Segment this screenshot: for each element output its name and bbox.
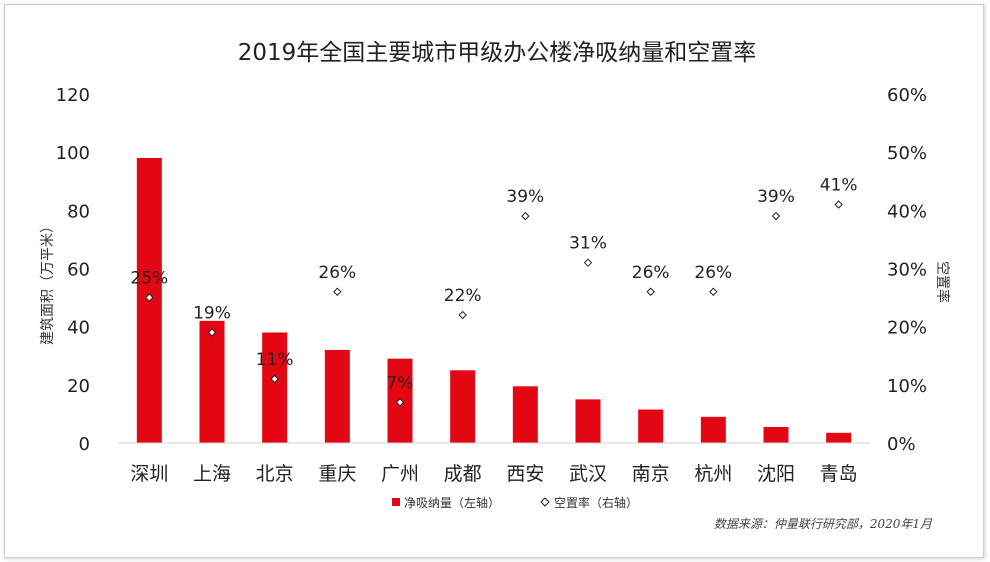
y-tick-label: 20 bbox=[67, 376, 90, 397]
bar bbox=[575, 399, 601, 443]
vacancy-label: 26% bbox=[632, 263, 670, 283]
vacancy-label: 19% bbox=[193, 303, 231, 323]
category-labels: 深圳 上海 北京 重庆 广州 成都 西安 武汉 南京 杭州 沈阳 青岛 bbox=[130, 463, 857, 485]
vacancy-marker bbox=[145, 293, 154, 302]
category-label: 深圳 bbox=[130, 463, 168, 485]
source-note: 数据来源：仲量联行研究部，2020年1月 bbox=[713, 517, 932, 531]
vacancy-marker bbox=[583, 258, 593, 267]
vacancy-marker bbox=[270, 374, 279, 384]
y-tick-label: 0 bbox=[79, 434, 90, 455]
y2-tick-label: 50% bbox=[887, 143, 927, 164]
bar bbox=[450, 370, 476, 443]
category-label: 西安 bbox=[506, 463, 544, 485]
bar bbox=[638, 409, 664, 443]
vacancy-marker bbox=[458, 310, 467, 320]
legend-bar-swatch bbox=[392, 498, 400, 506]
category-label: 武汉 bbox=[569, 463, 607, 485]
vacancy-marker bbox=[709, 287, 718, 296]
right-axis-ticks: 0% 10% 20% 30% 40% 50% 60% bbox=[887, 85, 927, 455]
y2-tick-label: 60% bbox=[887, 85, 927, 106]
y-tick-label: 60 bbox=[67, 260, 90, 281]
vacancy-markers: 25% 19% 11% 26% 7% 22% 39% 31% 26% 26% 39% 41% bbox=[130, 176, 858, 407]
legend-marker-label: 空置率（右轴） bbox=[554, 495, 638, 510]
vacancy-label: 39% bbox=[506, 187, 544, 207]
vacancy-label: 31% bbox=[569, 234, 607, 254]
vacancy-marker bbox=[333, 287, 342, 296]
vacancy-marker bbox=[834, 200, 843, 209]
y-tick-label: 80 bbox=[67, 201, 90, 222]
legend: 净吸纳量（左轴） 空置率（右轴） bbox=[392, 495, 638, 510]
y2-tick-label: 20% bbox=[887, 318, 927, 339]
y2-axis-label: 空置率 bbox=[934, 261, 951, 303]
category-label: 成都 bbox=[444, 463, 482, 485]
bar bbox=[826, 432, 852, 443]
legend-bar-label: 净吸纳量（左轴） bbox=[404, 495, 500, 510]
vacancy-label: 11% bbox=[256, 350, 294, 370]
bar bbox=[324, 349, 350, 443]
bar bbox=[199, 320, 225, 443]
y-tick-label: 100 bbox=[56, 143, 90, 164]
category-label: 重庆 bbox=[318, 463, 356, 485]
bar bbox=[262, 332, 288, 443]
category-label: 杭州 bbox=[694, 463, 732, 485]
category-label: 上海 bbox=[193, 463, 231, 485]
legend-diamond-marker bbox=[540, 497, 550, 507]
bar bbox=[512, 386, 538, 443]
y2-tick-label: 10% bbox=[887, 376, 927, 397]
bar bbox=[763, 427, 789, 443]
y-axis-label: 建筑面积（万平米） bbox=[40, 219, 56, 345]
vacancy-marker bbox=[207, 328, 217, 337]
vacancy-marker bbox=[771, 211, 781, 221]
y-tick-label: 40 bbox=[67, 318, 90, 339]
category-label: 南京 bbox=[632, 463, 670, 485]
left-axis-ticks: 0 20 40 60 80 100 120 bbox=[56, 85, 90, 455]
category-label: 北京 bbox=[256, 463, 294, 485]
vacancy-label: 41% bbox=[820, 176, 858, 196]
category-label: 广州 bbox=[381, 463, 419, 485]
vacancy-marker bbox=[395, 398, 405, 407]
vacancy-label: 7% bbox=[387, 373, 414, 393]
bars bbox=[136, 157, 852, 443]
y2-tick-label: 40% bbox=[887, 201, 927, 222]
chart-title: 2019年全国主要城市甲级办公楼净吸纳量和空置率 bbox=[238, 40, 757, 66]
vacancy-label: 22% bbox=[444, 286, 482, 306]
category-label: 青岛 bbox=[820, 463, 858, 485]
vacancy-marker bbox=[521, 211, 530, 221]
vacancy-label: 39% bbox=[757, 187, 795, 207]
vacancy-label: 26% bbox=[694, 263, 732, 283]
chart-frame bbox=[4, 4, 984, 558]
y2-tick-label: 0% bbox=[887, 434, 916, 455]
category-label: 沈阳 bbox=[757, 463, 795, 485]
y-tick-label: 120 bbox=[56, 85, 90, 106]
vacancy-marker bbox=[646, 287, 655, 296]
vacancy-label: 26% bbox=[318, 263, 356, 283]
vacancy-label: 25% bbox=[130, 269, 168, 289]
y2-tick-label: 30% bbox=[887, 260, 927, 281]
bar bbox=[700, 416, 726, 443]
